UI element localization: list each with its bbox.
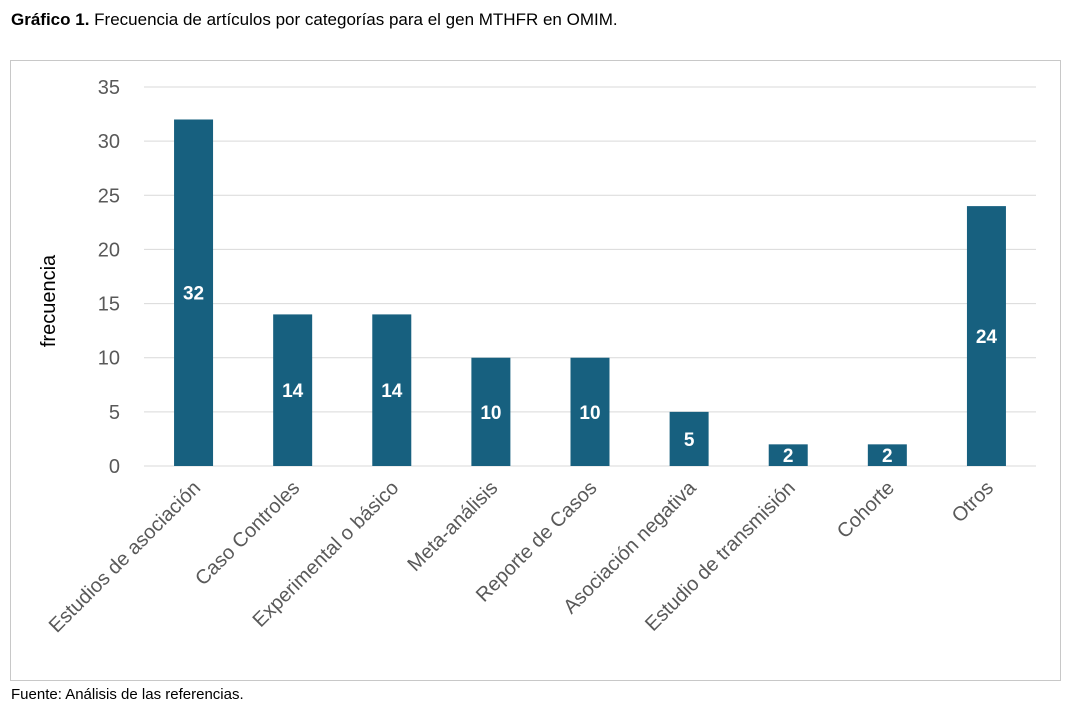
bar-chart: 0 5 10 15 20 25 30 35 32 14 14 10 10 5 2 2 24 Estudios … — [38, 77, 1036, 637]
y-tick-label: 10 — [98, 348, 120, 370]
caption-text: Frecuencia de artículos por categorías p… — [94, 10, 618, 29]
bar — [867, 444, 907, 466]
bar — [669, 411, 709, 466]
bar-data-label: 14 — [282, 381, 304, 402]
bar — [372, 314, 412, 466]
bar — [471, 357, 511, 466]
caption-label: Gráfico 1. — [11, 10, 90, 29]
bar — [768, 444, 808, 466]
bar-data-label: 10 — [579, 403, 600, 424]
y-axis-label: frecuencia — [38, 254, 60, 347]
y-tick-label: 5 — [109, 402, 120, 424]
y-tick-label: 25 — [98, 185, 120, 207]
y-tick-label: 30 — [98, 131, 120, 153]
bar-data-label: 14 — [381, 381, 403, 402]
y-axis-ticks: 0 5 10 15 20 25 30 35 — [98, 77, 120, 478]
figure-caption: Gráfico 1. Frecuencia de artículos por c… — [11, 10, 618, 30]
bar — [273, 314, 313, 466]
x-tick-label: Otros — [948, 477, 998, 527]
y-tick-label: 35 — [98, 77, 120, 99]
bar-data-label: 2 — [783, 446, 794, 467]
bar — [966, 206, 1006, 466]
bar-data-label: 24 — [976, 327, 998, 348]
source-note: Fuente: Análisis de las referencias. — [11, 686, 244, 703]
y-tick-label: 20 — [98, 239, 120, 261]
bars — [174, 119, 1006, 466]
y-tick-label: 15 — [98, 294, 120, 316]
x-tick-label: Meta-análisis — [404, 477, 503, 576]
bar-data-label: 10 — [480, 403, 501, 424]
y-tick-label: 0 — [109, 456, 120, 478]
bar-data-label: 2 — [882, 446, 893, 467]
bar — [174, 119, 214, 466]
x-tick-label: Estudios de asociación — [45, 477, 205, 637]
x-tick-label: Caso Controles — [191, 477, 304, 590]
x-tick-label: Cohorte — [833, 477, 899, 543]
data-labels: 32 14 14 10 10 5 2 2 24 — [183, 284, 997, 467]
bar-data-label: 32 — [183, 284, 204, 305]
bar-data-label: 5 — [684, 430, 695, 451]
bar — [570, 357, 610, 466]
chart-frame: 0 5 10 15 20 25 30 35 32 14 14 10 10 5 2 2 24 Estudios … — [10, 60, 1061, 681]
